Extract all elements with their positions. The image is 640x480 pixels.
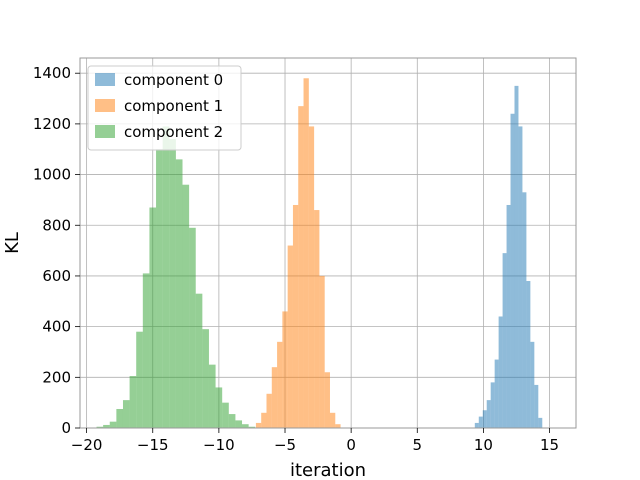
histogram-bar (248, 426, 256, 428)
histogram-bar (271, 367, 278, 428)
histogram-bar (335, 424, 341, 428)
histogram-bar (122, 400, 130, 428)
histogram-bar (277, 341, 283, 428)
histogram-bar (169, 139, 176, 428)
histogram-bar (189, 227, 196, 428)
histogram-bar (506, 204, 511, 428)
x-tick-label: 15 (540, 436, 559, 454)
grid-lines (80, 58, 576, 429)
histogram-bars (96, 78, 543, 429)
x-axis-label: iteration (290, 460, 366, 480)
y-tick-label: 800 (42, 216, 71, 234)
histogram-bar (215, 387, 223, 428)
series-component-0 (474, 85, 543, 429)
legend-label-component-0: component 0 (124, 71, 223, 89)
histogram-bar (486, 400, 491, 428)
x-tick-label: −10 (203, 436, 235, 454)
histogram-bar (319, 275, 325, 428)
histogram-bar (255, 422, 262, 428)
legend-swatch-component-0 (95, 73, 115, 86)
histogram-bar (522, 192, 527, 428)
histogram-bar (136, 331, 143, 428)
legend-label-component-2: component 2 (124, 123, 223, 141)
y-tick-label: 600 (42, 267, 71, 285)
series-component-1 (255, 78, 341, 429)
y-tick-label: 1200 (33, 115, 71, 133)
legend-swatch-component-2 (95, 125, 115, 138)
histogram-bar (222, 402, 229, 428)
plot-frame (79, 57, 577, 429)
histogram-bar (329, 412, 336, 428)
axis-ticks: −20 −15 −10 −5 0 5 10 15 0 200 400 600 800 1000 1200 14… (33, 64, 559, 454)
series-component-2 (96, 126, 256, 429)
x-tick-label: −20 (71, 436, 103, 454)
histogram-bar (109, 421, 117, 428)
histogram-bar (156, 149, 163, 428)
histogram-bar (103, 424, 110, 428)
legend-swatch-component-1 (95, 99, 115, 112)
histogram-bar (261, 412, 267, 428)
histogram-bar (303, 78, 309, 428)
histogram-bar (202, 329, 209, 428)
histogram-bar (162, 126, 170, 429)
x-tick-label: −5 (274, 436, 296, 454)
y-tick-label: 1400 (33, 64, 71, 82)
histogram-bar (478, 416, 483, 428)
histogram-bar (175, 159, 183, 428)
histogram-bar (494, 359, 499, 428)
histogram-bar (116, 408, 123, 428)
y-tick-label: 1000 (33, 166, 71, 184)
histogram-bar (474, 422, 479, 428)
x-tick-label: 0 (346, 436, 356, 454)
histogram-bar (514, 85, 519, 428)
histogram-bar (324, 372, 330, 428)
histogram-bar (235, 420, 243, 428)
histogram-bar (287, 245, 293, 428)
histogram-bar (498, 316, 503, 428)
histogram-bar (518, 126, 523, 429)
histogram-bar (182, 184, 190, 428)
histogram-bar (538, 417, 543, 428)
histogram-bar (530, 341, 535, 428)
legend-label-component-1: component 1 (124, 97, 223, 115)
y-tick-label: 0 (61, 419, 71, 437)
histogram-bar (510, 113, 515, 429)
histogram-bar (142, 273, 150, 428)
histogram-bar (195, 293, 203, 428)
legend: component 0 component 1 component 2 (87, 65, 242, 151)
histogram-bar (149, 207, 157, 428)
histogram-bar (482, 410, 487, 428)
x-tick-label: 10 (474, 436, 493, 454)
histogram-bar (208, 364, 216, 428)
histogram-bar (534, 384, 539, 428)
histogram-bar (266, 393, 272, 428)
histogram-bar (298, 106, 304, 428)
histogram-bar (129, 376, 137, 428)
x-tick-label: −15 (137, 436, 169, 454)
histogram-bar (490, 382, 495, 428)
histogram-bar (292, 204, 299, 428)
y-tick-label: 400 (42, 318, 71, 336)
histogram-bar (526, 281, 531, 428)
histogram-bar (314, 210, 320, 428)
histogram-bar (282, 311, 288, 428)
x-tick-label: 5 (413, 436, 423, 454)
histogram-bar (96, 426, 104, 428)
histogram-bar (242, 424, 249, 428)
y-tick-label: 200 (42, 368, 71, 386)
y-axis-label: KL (2, 232, 23, 254)
histogram-bar (228, 414, 236, 428)
legend-frame (87, 65, 242, 151)
histogram-bar (502, 253, 507, 428)
histogram-bar (308, 126, 315, 429)
